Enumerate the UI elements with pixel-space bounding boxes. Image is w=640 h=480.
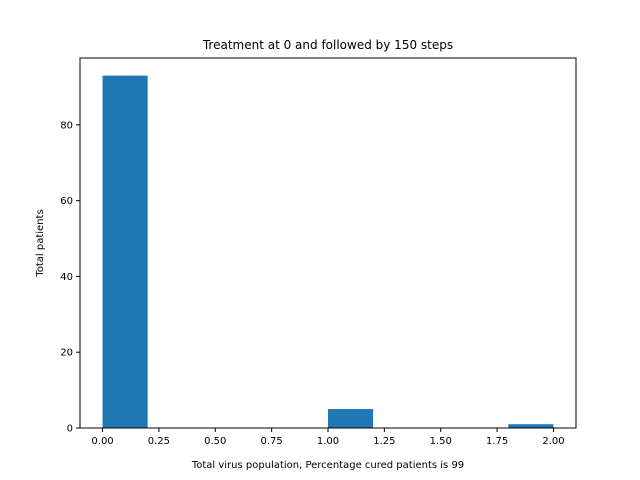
bars-group — [102, 75, 554, 428]
x-tick-label: 0.50 — [204, 436, 226, 447]
y-axis-label: Total patients — [35, 209, 46, 277]
y-tick-label: 60 — [60, 196, 73, 207]
chart-title: Treatment at 0 and followed by 150 steps — [202, 38, 453, 52]
plot-area-frame — [79, 57, 577, 429]
x-tick-label: 0.75 — [261, 436, 283, 447]
histogram-bar-5 — [328, 409, 374, 428]
x-axis-label: Total virus population, Percentage cured… — [191, 460, 464, 471]
histogram-bar-0 — [102, 75, 148, 428]
x-tick-label: 0.00 — [91, 436, 113, 447]
y-tick-label: 0 — [67, 424, 73, 435]
x-tick-label: 1.50 — [430, 436, 452, 447]
x-axis-ticks: 0.00 0.25 0.50 0.75 1.00 1.25 1.50 1.75 2.00 — [91, 428, 565, 447]
y-tick-label: 20 — [60, 348, 73, 359]
x-tick-label: 1.25 — [373, 436, 395, 447]
x-tick-label: 0.25 — [148, 436, 170, 447]
y-tick-label: 80 — [60, 120, 73, 131]
x-tick-label: 1.75 — [486, 436, 508, 447]
y-tick-label: 40 — [60, 272, 73, 283]
x-tick-label: 2.00 — [542, 436, 564, 447]
x-tick-label: 1.00 — [317, 436, 339, 447]
y-axis-ticks: 0 20 40 60 80 — [60, 120, 80, 435]
histogram-bar-9 — [508, 424, 554, 428]
